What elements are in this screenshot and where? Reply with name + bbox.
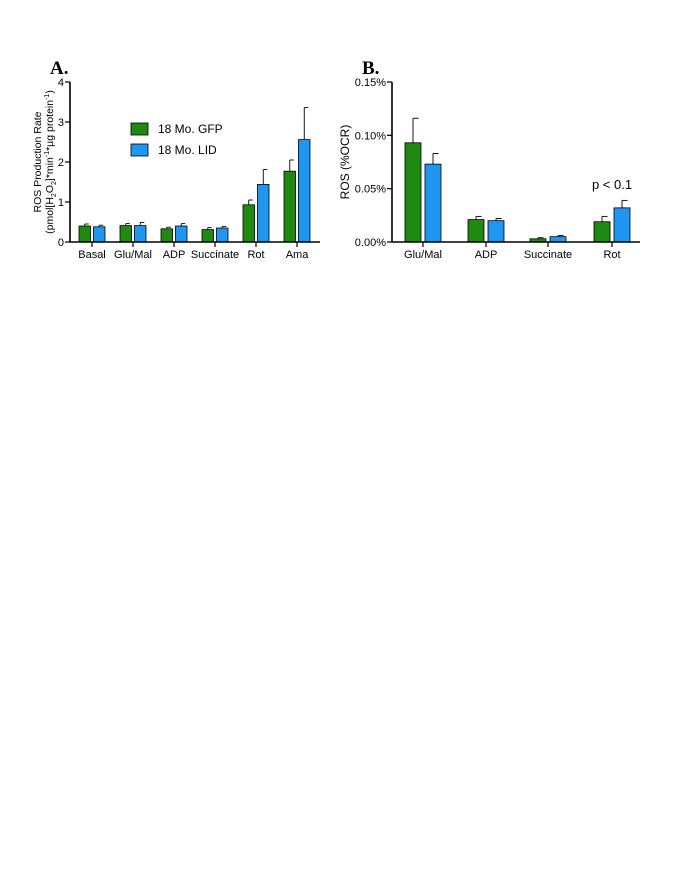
panel-a: A. ROS Production Rate (pmol[H2O2]*min-1… [32,58,320,261]
panel-b-category-label: ADP [475,249,498,261]
panel-b-plot: 0.00% 0.05% 0.10% 0.15% Glu/Mal ADP Succinate R… [355,77,640,261]
panel-a-label: A. [50,58,68,79]
panel-a-y-tick-label: 1 [58,197,64,209]
panel-a-ylabel-part: (pmol[H [44,197,56,234]
legend: 18 Mo. GFP 18 Mo. LID [130,122,223,157]
panel-a-y-tick-label: 2 [58,157,64,169]
panel-a-category-label: Ama [286,249,310,261]
panel-a-bar [175,225,188,243]
panel-b-annotation: p < 0.1 [592,177,632,192]
panel-b-bar [467,219,485,243]
panel-a-bar [257,183,270,243]
panel-a-bar [78,225,91,243]
panel-a-plot: 0 1 2 3 4 Basal Glu/Mal ADP Succinate Rot Ama [58,77,320,261]
panel-a-y-tick-label: 0 [58,237,64,249]
panel-a-bar [119,225,132,243]
panel-a-bar [93,226,106,243]
panel-a-ylabel-part: ]*min [44,157,56,181]
panel-b-y-tick-label: 0.15% [355,77,386,89]
panel-b-bar [593,221,611,243]
legend-label-lid: 18 Mo. LID [158,143,217,157]
panel-b-ylabel: ROS (%OCR) [338,125,352,200]
panel-b-y-tick-label: 0.10% [355,130,386,142]
panel-b-y-tick-label: 0.00% [355,237,386,249]
panel-b-bar [487,220,505,243]
panel-a-bar [134,225,147,243]
panel-b: B. ROS (%OCR) 0.00% 0.05% 0.10% 0.15% Glu/Ma… [338,58,640,261]
panel-a-ylabel-part: 2 [51,193,58,197]
panel-a-bar [298,139,311,243]
panel-a-ylabel-part: O [44,185,56,193]
panel-b-bar [404,142,422,243]
panel-a-y-tick-label: 4 [58,77,64,89]
panel-a-bar [283,170,296,243]
legend-label-gfp: 18 Mo. GFP [158,122,223,136]
panel-a-category-label: Glu/Mal [114,249,152,261]
panel-a-y-tick-label: 3 [58,117,64,129]
panel-a-ylabel-part: *µg protein [44,100,56,151]
panel-a-ylabel-line1: ROS Production Rate [32,111,44,212]
panel-a-category-label: ADP [163,249,186,261]
panel-a-category-label: Rot [247,249,264,261]
panel-b-category-label: Glu/Mal [404,249,442,261]
panel-b-category-label: Succinate [524,249,572,261]
panel-a-bar [201,229,214,243]
panel-a-ylabel-part: -1 [44,151,51,157]
panel-b-y-tick-label: 0.05% [355,184,386,196]
panel-a-bar [242,204,255,243]
panel-a-category-label: Basal [78,249,106,261]
panel-b-category-label: Rot [603,249,620,261]
legend-swatch-lid [130,143,149,157]
panel-a-bar [160,228,173,243]
panel-b-bar [424,163,442,243]
panel-a-ylabel-part: 2 [51,181,58,185]
panel-b-label: B. [362,58,379,79]
panel-a-ylabel-part: ) [44,90,56,94]
panel-a-category-label: Succinate [191,249,239,261]
panel-a-ylabel-line2: (pmol[H2O2]*min-1*µg protein-1) [44,90,58,234]
legend-swatch-gfp [130,122,149,136]
panel-a-bar [216,227,229,243]
panel-b-bar [613,207,631,243]
panel-a-ylabel-part: -1 [44,94,51,100]
